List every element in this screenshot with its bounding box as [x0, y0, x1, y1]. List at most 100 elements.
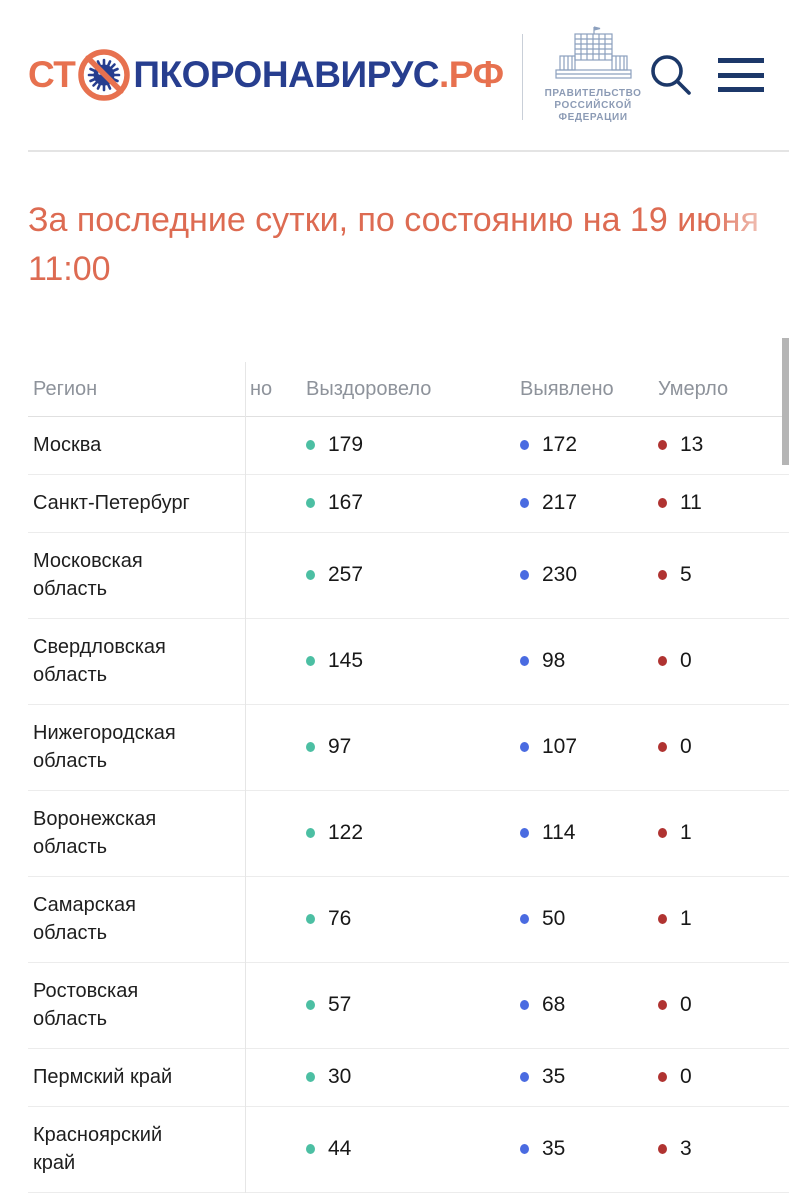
recovered-value: 122 [328, 821, 364, 844]
detected-dot-icon [520, 1000, 529, 1010]
column-header-recovered: Выздоровело [306, 377, 432, 400]
detected-value: 172 [542, 433, 578, 456]
died-value: 13 [680, 433, 704, 456]
table-row: Ростовская область 57 68 0 [28, 963, 789, 1049]
table-row: Воронежская область 122 114 1 [28, 791, 789, 877]
table-header-row: Регион но Выздоровело Выявлено Умерло [28, 362, 789, 417]
table-row: Свердловская область 145 98 0 [28, 619, 789, 705]
region-cell: Самарская область [33, 894, 136, 944]
detected-dot-icon [520, 570, 529, 580]
logo-text-st: СТ [28, 54, 76, 95]
detected-dot-icon [520, 742, 529, 752]
table-row: Санкт-Петербург 167 217 11 [28, 475, 789, 533]
recovered-dot-icon [306, 440, 315, 450]
detected-value: 107 [542, 735, 578, 758]
table-body: Москва 179 172 13 Санкт-Петербург 167 [28, 417, 789, 1193]
recovered-dot-icon [306, 742, 315, 752]
column-header-detected: Выявлено [520, 377, 614, 400]
died-value: 1 [680, 821, 692, 844]
page-scrollbar-thumb[interactable] [782, 338, 789, 465]
table-row: Красноярский край 44 35 3 [28, 1107, 789, 1193]
region-cell: Воронежская область [33, 808, 157, 858]
recovered-value: 167 [328, 491, 364, 514]
search-icon [651, 55, 691, 95]
region-cell: Нижегородская область [33, 722, 176, 772]
header-divider [521, 34, 523, 120]
no-virus-icon [78, 49, 131, 101]
column-header-died: Умерло [658, 377, 729, 400]
hamburger-menu-icon [718, 58, 764, 63]
detected-value: 68 [542, 993, 566, 1016]
died-value: 5 [680, 563, 692, 586]
detected-dot-icon [520, 1144, 529, 1154]
column-header-active-partial: но [250, 377, 273, 400]
frozen-column-divider [245, 362, 246, 1193]
government-house-icon [555, 26, 632, 79]
search-button[interactable] [648, 52, 694, 98]
recovered-dot-icon [306, 1144, 315, 1154]
detected-dot-icon [520, 1072, 529, 1082]
region-cell: Пермский край [33, 1066, 173, 1088]
detected-dot-icon [520, 828, 529, 838]
detected-value: 114 [542, 821, 576, 844]
detected-value: 217 [542, 491, 578, 514]
table-row: Москва 179 172 13 [28, 417, 789, 475]
government-link[interactable]: ПРАВИТЕЛЬСТВО РОССИЙСКОЙ ФЕДЕРАЦИИ [545, 26, 642, 124]
recovered-value: 257 [328, 563, 364, 586]
region-cell: Санкт-Петербург [33, 492, 190, 514]
died-dot-icon [658, 1072, 667, 1082]
died-value: 1 [680, 907, 692, 930]
died-value: 0 [680, 649, 692, 672]
site-header: СТ ПКОРОНАВ [0, 0, 789, 152]
detected-value: 50 [542, 907, 566, 930]
government-emblem-text: ПРАВИТЕЛЬСТВО РОССИЙСКОЙ ФЕДЕРАЦИИ [544, 88, 642, 123]
died-value: 3 [680, 1137, 692, 1160]
hamburger-menu-button[interactable] [718, 58, 764, 92]
recovered-dot-icon [306, 1072, 315, 1082]
region-cell: Московская область [33, 550, 143, 600]
died-value: 0 [680, 993, 692, 1016]
detected-value: 230 [542, 563, 578, 586]
detected-value: 35 [542, 1065, 566, 1088]
recovered-value: 57 [328, 993, 352, 1016]
died-dot-icon [658, 914, 667, 924]
column-header-region: Регион [33, 377, 98, 400]
recovered-value: 145 [328, 649, 364, 672]
page-title: За последние сутки, по состоянию на 19 и… [28, 196, 789, 294]
regions-table: Регион но Выздоровело Выявлено Умерло Мо… [28, 362, 789, 1193]
died-dot-icon [658, 498, 667, 508]
died-value: 0 [680, 1065, 692, 1088]
detected-value: 35 [542, 1137, 566, 1160]
table-row: Самарская область 76 50 1 [28, 877, 789, 963]
header-bottom-rule [28, 150, 789, 152]
died-dot-icon [658, 742, 667, 752]
died-dot-icon [658, 440, 667, 450]
detected-dot-icon [520, 440, 529, 450]
recovered-value: 44 [328, 1137, 352, 1160]
died-value: 11 [680, 491, 702, 514]
site-logo[interactable]: СТ ПКОРОНАВ [28, 47, 504, 103]
died-value: 0 [680, 735, 692, 758]
recovered-value: 30 [328, 1065, 352, 1088]
recovered-value: 76 [328, 907, 352, 930]
recovered-dot-icon [306, 656, 315, 666]
died-dot-icon [658, 828, 667, 838]
table-row: Пермский край 30 35 0 [28, 1049, 789, 1107]
recovered-dot-icon [306, 1000, 315, 1010]
detected-value: 98 [542, 649, 566, 672]
table-row: Московская область 257 230 5 [28, 533, 789, 619]
region-cell: Москва [33, 434, 102, 456]
region-cell: Красноярский край [33, 1124, 163, 1174]
detected-dot-icon [520, 656, 529, 666]
detected-dot-icon [520, 914, 529, 924]
logo-text-rf: .РФ [439, 54, 504, 95]
detected-dot-icon [520, 498, 529, 508]
recovered-value: 179 [328, 433, 364, 456]
recovered-dot-icon [306, 914, 315, 924]
died-dot-icon [658, 570, 667, 580]
page-title-line2: 11:00 [28, 250, 111, 288]
recovered-dot-icon [306, 498, 315, 508]
died-dot-icon [658, 656, 667, 666]
recovered-dot-icon [306, 828, 315, 838]
region-cell: Свердловская область [33, 636, 166, 686]
